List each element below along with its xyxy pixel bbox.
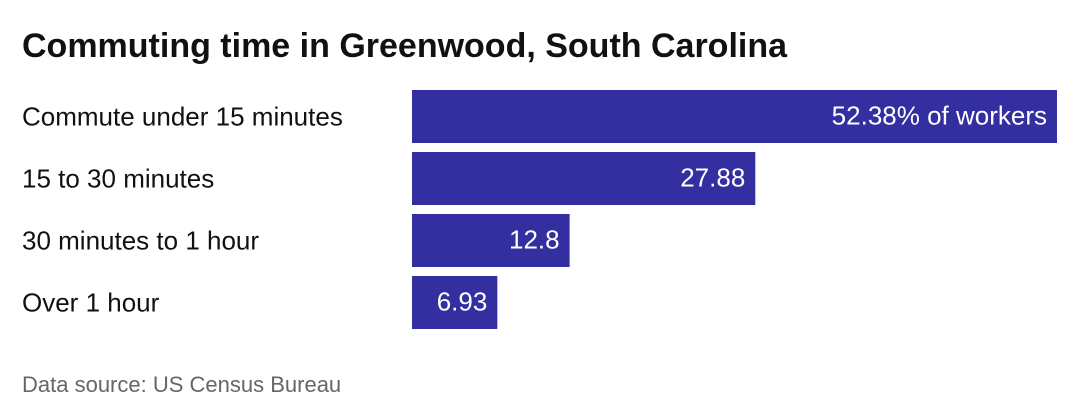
category-label: 15 to 30 minutes (22, 163, 214, 193)
bar (412, 276, 498, 329)
bar (412, 90, 1057, 143)
source-note: Data source: US Census Bureau (22, 372, 341, 397)
category-label: 30 minutes to 1 hour (22, 225, 259, 255)
category-label: Commute under 15 minutes (22, 101, 343, 131)
chart-title: Commuting time in Greenwood, South Carol… (22, 27, 788, 65)
value-label: 27.88 (680, 162, 745, 192)
bar (412, 152, 756, 205)
bar (412, 214, 570, 267)
category-label: Over 1 hour (22, 287, 160, 317)
value-label: 6.93 (437, 286, 488, 316)
value-label: 52.38% of workers (832, 100, 1047, 130)
value-label: 12.8 (509, 224, 560, 254)
